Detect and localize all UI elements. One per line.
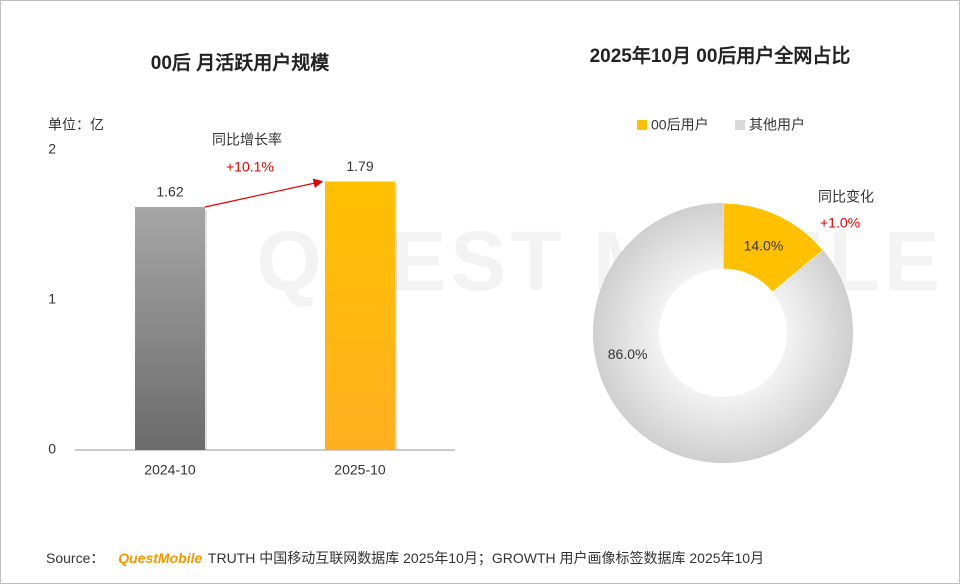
- change-label: 同比变化: [818, 189, 874, 205]
- y-tick-label: 2: [48, 141, 56, 157]
- y-tick-label: 0: [48, 441, 56, 457]
- legend-label: 00后用户: [651, 117, 709, 133]
- bar: [135, 207, 205, 450]
- donut-hole: [659, 269, 787, 397]
- unit-label: 单位：亿: [48, 117, 104, 133]
- change-arrow: [204, 178, 324, 208]
- source-brand: QuestMobile: [118, 550, 202, 566]
- source: Source： QuestMobile TRUTH 中国移动互联网数据库 202…: [46, 550, 764, 567]
- change-label: 同比增长率: [212, 132, 282, 148]
- chart-title: 2025年10月 00后用户全网占比: [590, 44, 851, 67]
- source-text: TRUTH 中国移动互联网数据库 2025年10月；GROWTH 用户画像标签数…: [208, 550, 764, 567]
- value-label: 14.0%: [744, 238, 784, 254]
- legend-swatch: [735, 120, 745, 130]
- chart-title: 00后 月活跃用户规模: [151, 51, 330, 74]
- legend-swatch: [637, 120, 647, 130]
- legend-label: 其他用户: [749, 117, 805, 133]
- change-value: +1.0%: [820, 215, 860, 231]
- value-label: 1.79: [346, 158, 373, 174]
- x-tick-label: 2024-10: [144, 462, 196, 478]
- value-label: 1.62: [156, 184, 183, 200]
- x-tick-label: 2025-10: [334, 462, 386, 478]
- donut-slice: [593, 203, 853, 463]
- bar: [325, 181, 395, 450]
- y-tick-label: 1: [48, 291, 56, 307]
- change-value: +10.1%: [226, 159, 274, 175]
- source-label: Source：: [46, 550, 104, 566]
- value-label: 86.0%: [608, 346, 648, 362]
